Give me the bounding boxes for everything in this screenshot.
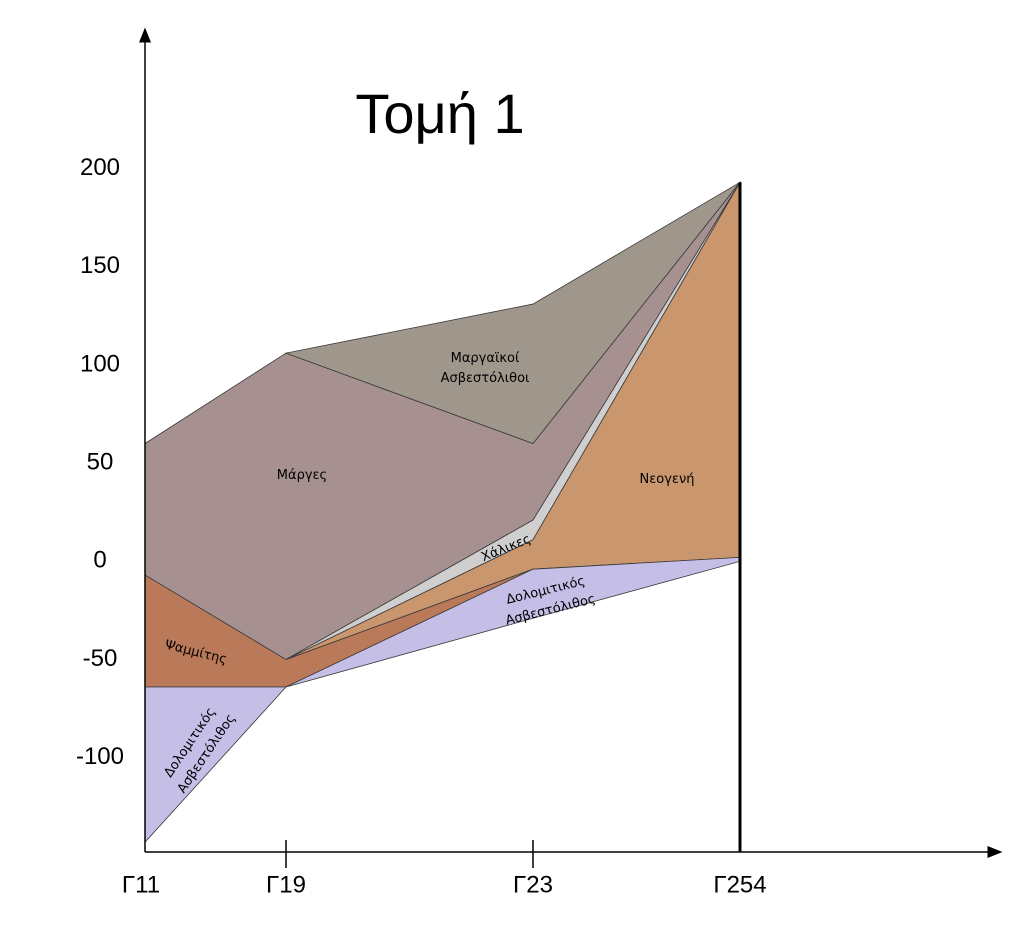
y-tick-label: -50: [83, 645, 118, 672]
layer-label-line: Ασβεστόλιθοι: [441, 371, 530, 386]
layer-label: Νεογενή: [640, 472, 695, 487]
y-tick-label: 150: [80, 252, 120, 279]
layer-label: Μάργες: [277, 468, 327, 483]
x-tick-label: Γ19: [266, 871, 306, 898]
x-tick-label: Γ11: [122, 871, 160, 898]
layer-label: Μαργαϊκοί Ασβεστόλιθοι: [441, 351, 530, 386]
layer-label-line: Μάργες: [277, 468, 327, 483]
y-tick-label: 100: [80, 350, 120, 377]
layer-label-line: Νεογενή: [640, 472, 695, 487]
y-tick-label: -100: [76, 743, 124, 770]
x-tick-label: Γ23: [513, 871, 553, 898]
y-tick-label: 0: [93, 547, 106, 574]
x-tick-label: Γ254: [713, 871, 766, 898]
y-tick-label: 200: [80, 154, 120, 181]
y-tick-label: 50: [87, 448, 114, 475]
layers: [144, 180, 741, 844]
title: Τομή 1: [355, 82, 524, 145]
layer-label-line: Μαργαϊκοί: [451, 351, 520, 366]
